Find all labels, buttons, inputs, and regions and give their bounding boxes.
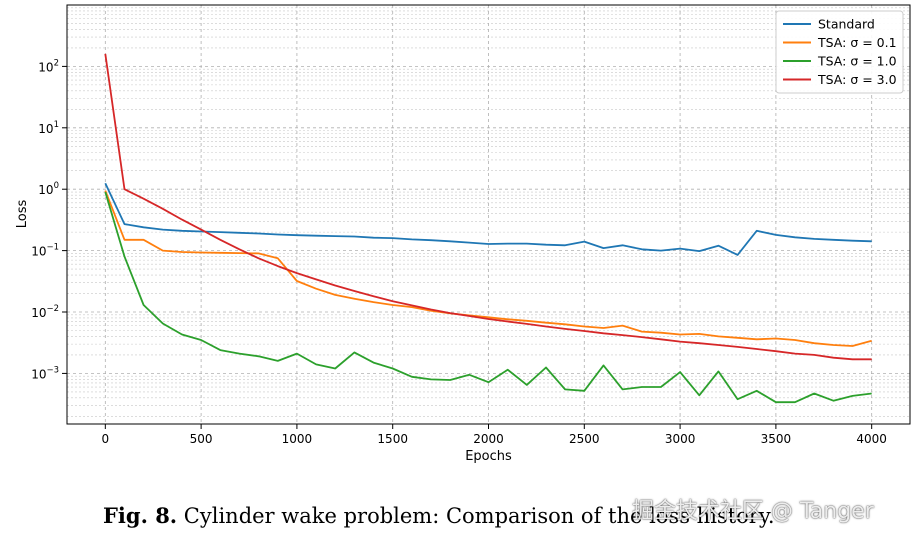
- x-tick-label: 3000: [665, 432, 696, 446]
- x-tick-label: 1000: [282, 432, 313, 446]
- x-tick-label: 1500: [377, 432, 408, 446]
- legend: Standard TSA: σ = 0.1 TSA: σ = 1.0 TSA: σ =…: [775, 10, 904, 94]
- x-tick-label: 2000: [473, 432, 504, 446]
- axis-ticks: 10−3 10−2 10−1 100 101 102 0 500 1000 1500 2000 250…: [31, 58, 887, 446]
- y-tick-label: 10−2: [31, 304, 59, 320]
- y-tick-label: 10−3: [31, 365, 59, 381]
- x-axis-label: Epochs: [465, 449, 512, 464]
- caption-text: Cylinder wake problem: Comparison of the…: [177, 504, 775, 528]
- legend-label: TSA: σ = 0.1: [817, 35, 897, 50]
- series-line-0: [104, 182, 872, 256]
- legend-box: [775, 10, 904, 94]
- y-tick-label: 102: [38, 58, 59, 74]
- x-tick-label: 3500: [761, 432, 792, 446]
- grid-lines: [67, 5, 910, 424]
- series-line-2: [104, 191, 872, 404]
- series-line-1: [104, 190, 872, 347]
- x-tick-label: 500: [190, 432, 213, 446]
- x-tick-label: 4000: [856, 432, 887, 446]
- legend-label: TSA: σ = 3.0: [817, 72, 897, 87]
- figure-caption: Fig. 8. Cylinder wake problem: Compariso…: [103, 503, 823, 528]
- y-tick-label: 101: [38, 120, 59, 136]
- x-tick-label: 2500: [569, 432, 600, 446]
- x-tick-label: 0: [101, 432, 109, 446]
- y-tick-label: 10−1: [31, 243, 59, 259]
- series-lines: [104, 53, 872, 404]
- legend-label: TSA: σ = 1.0: [817, 54, 897, 69]
- y-tick-label: 100: [38, 181, 59, 197]
- figure-number: Fig. 8.: [103, 503, 178, 528]
- y-axis-label: Loss: [15, 200, 30, 229]
- legend-label: Standard: [818, 17, 875, 32]
- watermark: 掘金技术社区 @ Tanger: [632, 499, 874, 524]
- series-line-3: [104, 53, 872, 361]
